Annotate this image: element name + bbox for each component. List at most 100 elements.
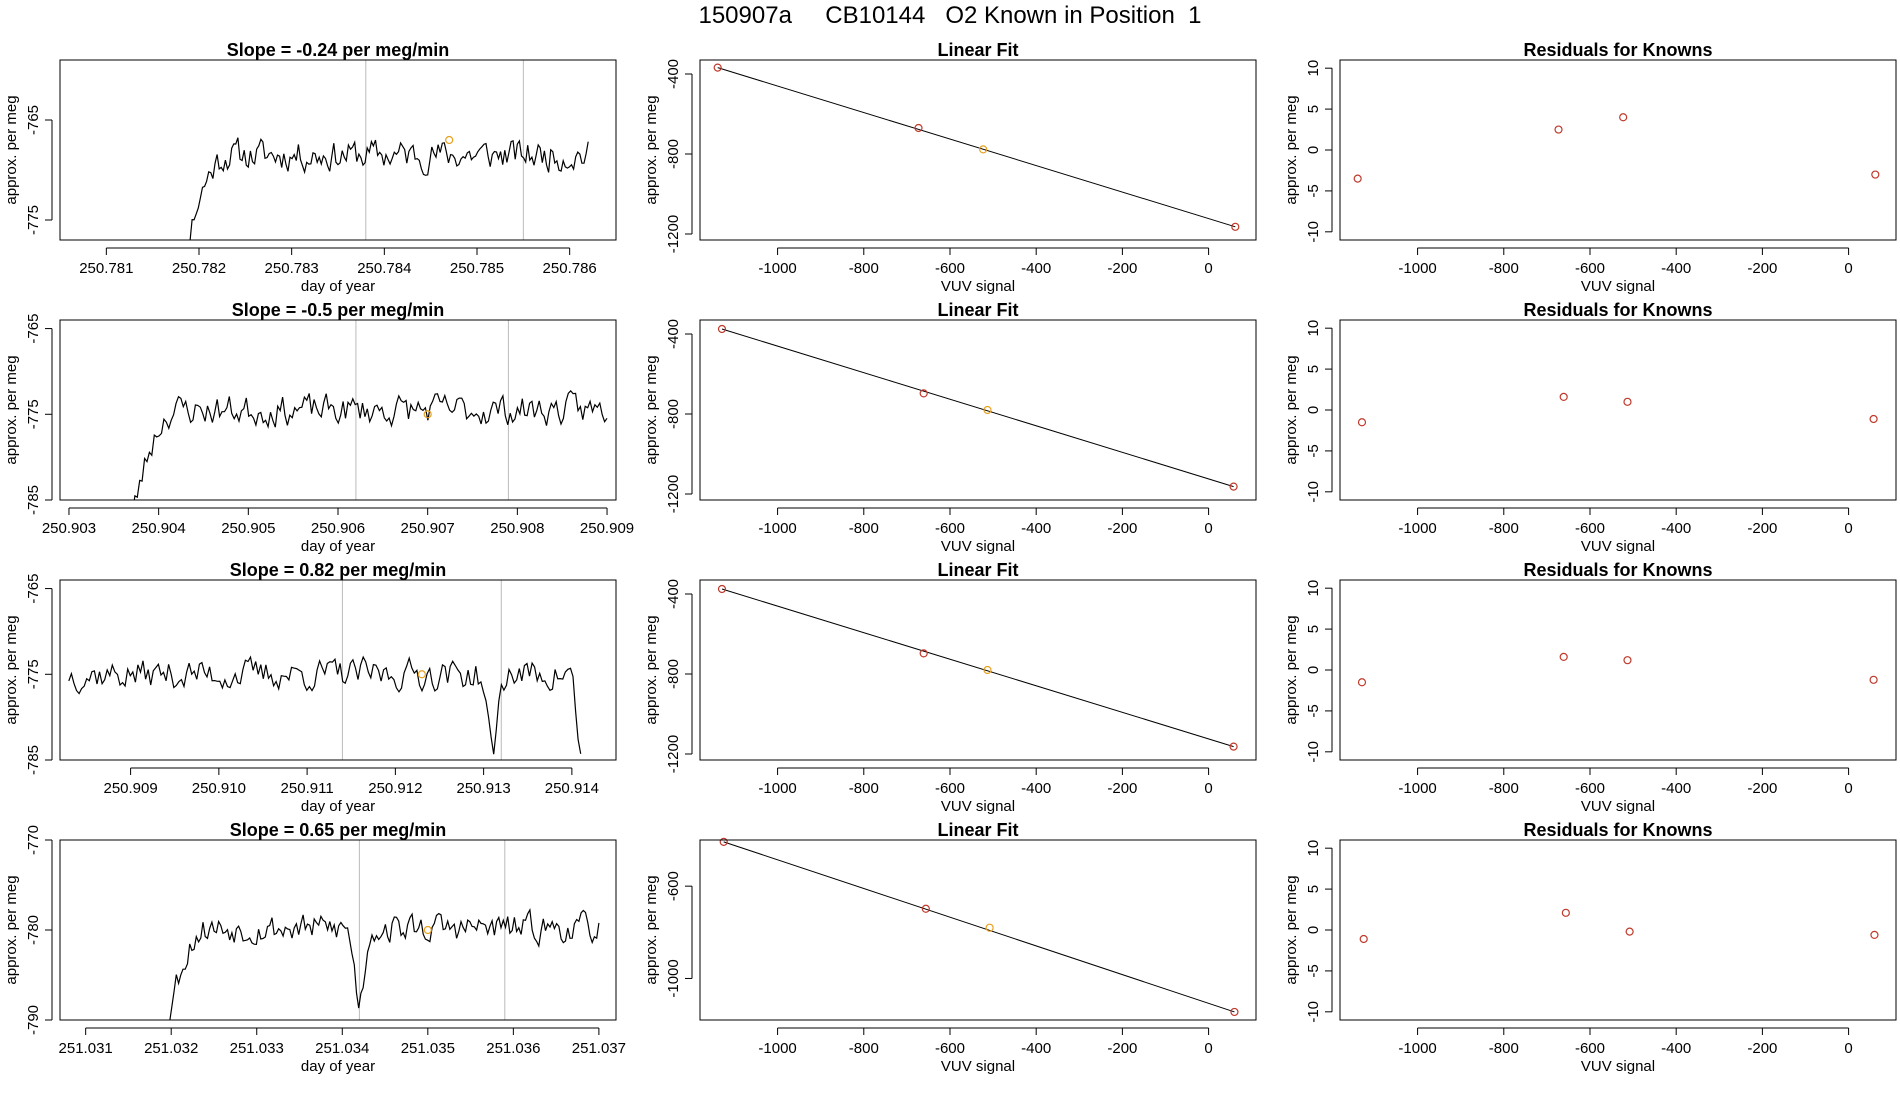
data-point <box>979 145 988 154</box>
x-tick-label: -600 <box>935 520 965 537</box>
data-point <box>719 837 728 846</box>
y-tick-label: -400 <box>665 319 682 349</box>
data-point <box>914 123 923 133</box>
x-tick-label: 0 <box>1844 520 1852 537</box>
plot-frame <box>59 839 617 1021</box>
y-axis-label: approx. per meg <box>1283 355 1300 464</box>
x-tick-label: -400 <box>1021 520 1051 537</box>
y-tick-label: 10 <box>1305 60 1322 77</box>
fit-line <box>723 841 1235 1013</box>
chart-panel-11: Residuals for Knowns-1000 -800 -600 -400 -20… <box>1283 820 1897 1075</box>
x-tick-label: 250.781 <box>79 260 133 277</box>
y-tick-label: -10 <box>1305 481 1322 503</box>
chart-title: Residuals for Knowns <box>1523 820 1712 840</box>
plot-frame <box>59 579 617 761</box>
data-point <box>1561 908 1570 917</box>
data-point <box>1559 392 1568 402</box>
x-tick-label: -200 <box>1107 260 1137 277</box>
x-axis-label: VUV signal <box>1581 1058 1655 1075</box>
x-tick-label: -200 <box>1747 260 1777 277</box>
x-axis-label: day of year <box>301 1058 375 1075</box>
x-tick-label: 250.783 <box>265 260 319 277</box>
x-tick-label: 251.031 <box>59 1040 113 1057</box>
y-tick-label: 0 <box>1305 666 1322 674</box>
plot-frame <box>1339 319 1897 501</box>
y-tick-label: 10 <box>1305 580 1322 597</box>
x-tick-label: -200 <box>1107 520 1137 537</box>
plot-frame <box>699 319 1257 501</box>
plot-frame <box>1339 839 1897 1021</box>
x-tick-label: -1000 <box>1398 260 1436 277</box>
x-tick-label: 251.033 <box>230 1040 284 1057</box>
y-axis-label: approx. per meg <box>3 615 20 724</box>
chart-title: Slope = -0.5 per meg/min <box>232 300 445 320</box>
x-tick-label: 250.913 <box>457 780 511 797</box>
chart-panel-6: Slope = 0.82 per meg/min 250.909 250.910 25… <box>3 560 617 815</box>
x-axis-label: day of year <box>301 278 375 295</box>
plot-frame <box>1339 59 1897 241</box>
x-tick-label: 0 <box>1844 780 1852 797</box>
data-point <box>919 649 928 658</box>
fit-line <box>721 328 1234 488</box>
y-axis-label: approx. per meg <box>3 95 20 204</box>
y-axis-label: approx. per meg <box>643 355 660 464</box>
data-point <box>1625 927 1634 936</box>
chart-panel-7: Linear Fit -1000 -800 -600 -400 -200 0 VUV sign… <box>643 560 1257 815</box>
x-tick-label: -1000 <box>758 520 796 537</box>
x-tick-label: -1000 <box>758 780 796 797</box>
y-tick-label: -765 <box>25 105 42 135</box>
x-tick-label: 250.912 <box>368 780 422 797</box>
data-point <box>983 405 992 415</box>
data-point <box>1869 675 1878 684</box>
x-tick-label: -1000 <box>1398 1040 1436 1057</box>
x-tick-label: 251.034 <box>315 1040 369 1057</box>
x-tick-label: -800 <box>1489 780 1519 797</box>
y-tick-label: -800 <box>665 139 682 169</box>
data-point <box>1870 930 1879 940</box>
y-tick-label: -765 <box>25 574 42 604</box>
x-tick-label: -600 <box>1575 780 1605 797</box>
x-tick-label: -400 <box>1661 520 1691 537</box>
chart-panel-8: Residuals for Knowns-1000 -800 -600 -400 -20… <box>1283 560 1897 815</box>
y-axis-label: approx. per meg <box>643 615 660 724</box>
chart-title: Residuals for Knowns <box>1523 560 1712 580</box>
x-tick-label: -200 <box>1747 1040 1777 1057</box>
x-axis-label: VUV signal <box>941 798 1015 815</box>
x-tick-label: -400 <box>1021 260 1051 277</box>
x-tick-label: 250.908 <box>490 520 544 537</box>
page-title: 150907a CB10144 O2 Known in Position 1 <box>698 2 1202 29</box>
x-tick-label: 250.785 <box>450 260 504 277</box>
data-point <box>1357 418 1367 427</box>
y-axis-label: approx. per meg <box>1283 95 1300 204</box>
fit-line <box>721 588 1234 748</box>
y-tick-label: -5 <box>1305 444 1322 457</box>
x-tick-label: -200 <box>1107 1040 1137 1057</box>
time-series-line <box>133 390 608 500</box>
y-tick-label: -790 <box>25 1005 42 1035</box>
y-tick-label: -775 <box>25 205 42 235</box>
x-tick-label: -1000 <box>1398 520 1436 537</box>
y-tick-label: -1200 <box>665 475 682 513</box>
x-tick-label: 250.782 <box>172 260 226 277</box>
y-axis-label: approx. per meg <box>643 875 660 984</box>
data-point <box>1619 113 1628 122</box>
y-tick-label: -5 <box>1305 184 1322 197</box>
x-tick-label: -800 <box>849 1040 879 1057</box>
x-tick-label: 250.903 <box>42 520 96 537</box>
y-tick-label: 5 <box>1305 365 1322 373</box>
chart-panel-10: Linear Fit -1000 -800 -600 -400 -200 0 VUV sign… <box>643 820 1257 1075</box>
x-tick-label: -600 <box>1575 260 1605 277</box>
x-tick-label: 250.906 <box>311 520 365 537</box>
y-tick-label: -800 <box>665 399 682 429</box>
y-tick-label: 10 <box>1305 840 1322 857</box>
x-tick-label: 0 <box>1204 780 1212 797</box>
y-tick-label: -785 <box>25 745 42 775</box>
x-tick-label: -1000 <box>758 1040 796 1057</box>
x-tick-label: 250.909 <box>580 520 634 537</box>
x-tick-label: -200 <box>1747 780 1777 797</box>
x-tick-label: -600 <box>935 780 965 797</box>
x-axis-label: VUV signal <box>1581 278 1655 295</box>
data-point <box>1353 174 1362 183</box>
chart-panel-5: Residuals for Knowns-1000 -800 -600 -400 -20… <box>1283 300 1897 555</box>
